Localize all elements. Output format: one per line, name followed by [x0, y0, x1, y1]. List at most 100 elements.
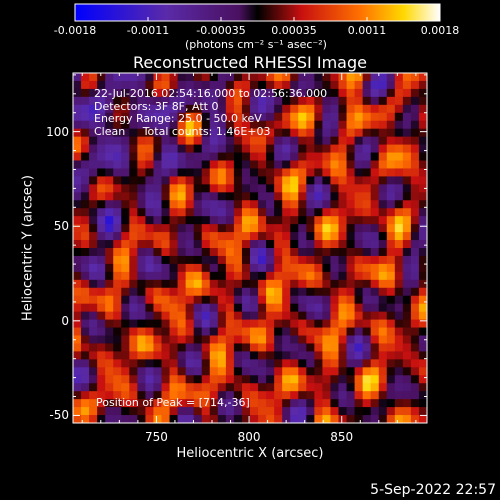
heatmap-cell — [282, 271, 291, 281]
heatmap-cell — [225, 208, 235, 217]
heatmap-cell — [241, 224, 251, 233]
heatmap-cell — [322, 287, 331, 297]
heatmap-cell — [314, 112, 323, 122]
heatmap-cell — [177, 367, 187, 376]
heatmap-cell — [418, 367, 428, 376]
heatmap-cell — [185, 311, 195, 320]
heatmap-cell — [233, 255, 243, 265]
heatmap-cell — [97, 319, 106, 328]
heatmap-cell — [418, 184, 428, 193]
heatmap-cell — [298, 399, 307, 408]
heatmap-cell — [81, 208, 90, 217]
heatmap-cell — [145, 391, 154, 400]
heatmap-cell — [362, 176, 372, 185]
heatmap-cell — [386, 383, 396, 392]
heatmap-cell — [402, 263, 412, 273]
heatmap-cell — [282, 415, 291, 424]
heatmap-cell — [97, 375, 106, 384]
heatmap-cell — [97, 407, 106, 416]
heatmap-cell — [169, 224, 178, 233]
heatmap-cell — [402, 160, 412, 169]
heatmap-cell — [89, 160, 98, 169]
heatmap-cell — [241, 327, 251, 336]
heatmap-cell — [241, 176, 251, 185]
heatmap-cell — [137, 391, 146, 400]
heatmap-cell — [418, 192, 428, 201]
heatmap-cell — [105, 216, 114, 225]
heatmap-cell — [233, 224, 243, 233]
heatmap-cell — [121, 192, 130, 201]
heatmap-cell — [73, 192, 82, 201]
heatmap-cell — [89, 255, 98, 265]
heatmap-cell — [354, 104, 364, 114]
heatmap-cell — [137, 351, 146, 360]
heatmap-cell — [73, 375, 82, 384]
heatmap-cell — [73, 120, 82, 130]
heatmap-cell — [378, 208, 388, 217]
heatmap-cell — [113, 216, 122, 225]
heatmap-cell — [97, 200, 106, 209]
heatmap-cell — [97, 120, 106, 130]
heatmap-cell — [73, 271, 82, 281]
heatmap-cell — [346, 104, 355, 114]
heatmap-cell — [378, 232, 388, 241]
heatmap-cell — [241, 104, 251, 114]
heatmap-cell — [354, 263, 364, 273]
heatmap-cell — [153, 176, 162, 185]
heatmap-cell — [89, 407, 98, 416]
heatmap-cell — [201, 224, 211, 233]
heatmap-cell — [97, 415, 106, 424]
heatmap-cell — [177, 255, 187, 265]
heatmap-cell — [161, 200, 170, 209]
heatmap-cell — [274, 73, 283, 82]
heatmap-cell — [386, 128, 396, 138]
heatmap-cell — [370, 192, 380, 201]
heatmap-cell — [250, 168, 259, 177]
heatmap-cell — [73, 144, 82, 153]
heatmap-cell — [121, 144, 130, 153]
heatmap-cell — [185, 351, 195, 360]
heatmap-cell — [129, 303, 138, 313]
heatmap-cell — [129, 184, 138, 193]
heatmap-cell — [225, 375, 235, 384]
heatmap-cell — [201, 351, 211, 360]
colorbar-tick-label: -0.0011 — [126, 24, 170, 37]
heatmap-cell — [298, 184, 307, 193]
heatmap-cell — [306, 248, 315, 257]
heatmap-cell — [105, 383, 114, 392]
heatmap-cell — [169, 216, 178, 225]
heatmap-cell — [362, 255, 372, 265]
heatmap-cell — [145, 224, 154, 233]
heatmap-cell — [193, 248, 203, 257]
heatmap-cell — [258, 200, 267, 209]
heatmap-cell — [402, 168, 412, 177]
heatmap-cell — [225, 255, 235, 265]
heatmap-cell — [129, 136, 138, 145]
heatmap-cell — [169, 383, 178, 392]
heatmap-cell — [410, 80, 420, 90]
heatmap-cell — [298, 144, 307, 153]
heatmap-cell — [193, 88, 203, 98]
heatmap-cell — [185, 224, 195, 233]
heatmap-cell — [201, 88, 211, 98]
heatmap-cell — [354, 399, 364, 408]
heatmap-cell — [290, 232, 299, 241]
heatmap-cell — [346, 208, 355, 217]
heatmap-cell — [113, 184, 122, 193]
heatmap-cell — [209, 73, 219, 82]
heatmap-cell — [145, 176, 154, 185]
heatmap-cell — [330, 128, 339, 138]
heatmap-cell — [266, 335, 275, 344]
heatmap-cell — [354, 184, 364, 193]
heatmap-cell — [201, 144, 211, 153]
heatmap-cell — [266, 232, 275, 241]
heatmap-cell — [145, 287, 154, 297]
heatmap-cell — [306, 168, 315, 177]
heatmap-cell — [137, 184, 146, 193]
heatmap-cell — [73, 407, 82, 416]
heatmap-cell — [394, 335, 404, 344]
heatmap-cell — [394, 383, 404, 392]
heatmap-cell — [258, 383, 267, 392]
heatmap-cell — [258, 80, 267, 90]
heatmap-cell — [362, 160, 372, 169]
